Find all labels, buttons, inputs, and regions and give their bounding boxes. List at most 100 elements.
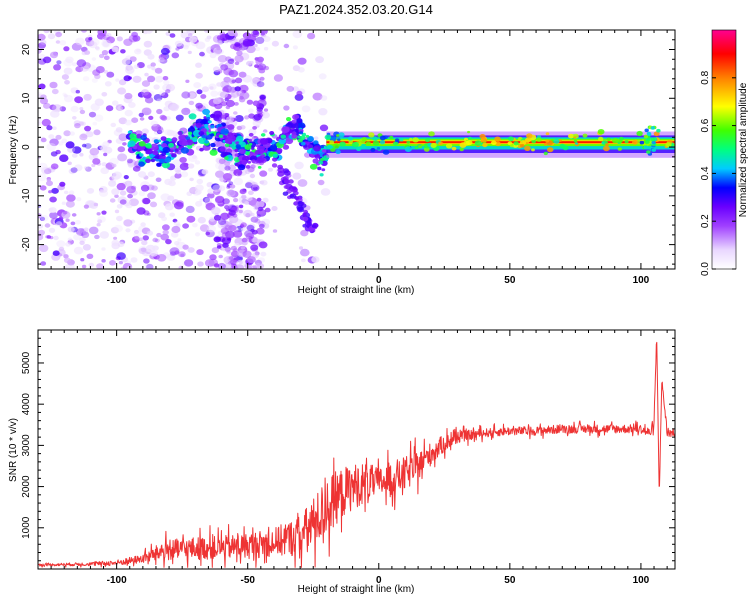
x-tick-label: -50	[240, 575, 255, 586]
heatmap-cell	[459, 147, 464, 152]
heatmap-cell	[192, 129, 202, 137]
heatmap-cell	[650, 137, 655, 142]
heatmap-cell	[665, 142, 672, 148]
heatmap-cell	[227, 58, 235, 64]
heatmap-cell	[234, 264, 245, 269]
heatmap-cell	[215, 157, 223, 164]
heatmap-cell	[97, 216, 106, 223]
heatmap-cell	[482, 142, 488, 148]
heatmap-cell	[162, 224, 170, 231]
heatmap-cell	[228, 181, 234, 185]
heatmap-cell	[273, 74, 283, 82]
heatmap-cell	[58, 216, 64, 221]
heatmap-cell	[222, 198, 230, 205]
heatmap-cell	[145, 138, 150, 142]
heatmap-cell	[156, 98, 162, 103]
heatmap-cell	[336, 134, 340, 137]
heatmap-cell	[254, 64, 259, 68]
heatmap-cell	[509, 144, 514, 148]
heatmap-cell	[190, 108, 197, 114]
heatmap-cell	[252, 79, 261, 87]
heatmap-cell	[98, 144, 106, 150]
spectrogram-y-label: Frequency (Hz)	[8, 116, 19, 185]
heatmap-cell	[297, 67, 305, 73]
heatmap-cell	[108, 180, 117, 187]
heatmap-cell	[65, 56, 74, 64]
heatmap-cell	[56, 60, 62, 65]
heatmap-cell	[320, 95, 328, 101]
heatmap-cell	[138, 237, 144, 242]
heatmap-cell	[241, 227, 246, 232]
heatmap-cell	[63, 254, 69, 259]
heatmap-cell	[208, 83, 217, 91]
heatmap-cell	[207, 192, 215, 199]
heatmap-cell	[213, 236, 222, 243]
heatmap-cell	[50, 163, 59, 170]
heatmap-cell	[319, 124, 329, 132]
heatmap-cell	[162, 229, 169, 235]
heatmap-cell	[217, 119, 222, 124]
heatmap-cell	[255, 46, 261, 52]
heatmap-cell	[653, 131, 660, 137]
heatmap-cell	[282, 191, 289, 196]
heatmap-cell	[294, 93, 304, 101]
heatmap-cell	[165, 83, 176, 92]
heatmap-cell	[142, 197, 151, 205]
heatmap-cell	[127, 140, 136, 147]
heatmap-cell	[297, 206, 305, 213]
heatmap-cell	[246, 237, 253, 243]
heatmap-cell	[161, 161, 171, 169]
heatmap-cell	[138, 141, 146, 147]
heatmap-cell	[76, 59, 87, 67]
heatmap-cell	[248, 142, 253, 146]
heatmap-cell	[91, 163, 96, 168]
heatmap-cell	[228, 224, 237, 232]
heatmap-cell	[129, 198, 139, 207]
heatmap-cell	[159, 158, 166, 164]
heatmap-cell	[248, 190, 254, 196]
heatmap-cell	[155, 75, 164, 83]
heatmap-cell	[300, 248, 310, 257]
heatmap-cell	[164, 129, 173, 136]
heatmap-cell	[109, 157, 119, 166]
heatmap-cell	[204, 259, 215, 267]
heatmap-cell	[249, 77, 259, 85]
heatmap-cell	[199, 147, 204, 152]
heatmap-cell	[44, 168, 52, 175]
heatmap-cell	[117, 105, 123, 111]
heatmap-cell	[573, 136, 577, 139]
heatmap-cell	[636, 130, 643, 137]
heatmap-cell	[126, 185, 136, 194]
heatmap-cell	[56, 240, 66, 248]
heatmap-cell	[38, 162, 48, 171]
heatmap-cell	[237, 172, 242, 176]
heatmap-cell	[318, 160, 324, 165]
heatmap-cell	[216, 35, 223, 40]
heatmap-cell	[79, 109, 86, 115]
heatmap-cell	[291, 119, 297, 124]
heatmap-cell	[209, 52, 217, 59]
chart-title: PAZ1.2024.352.03.20.G14	[279, 2, 433, 17]
heatmap-cell	[221, 231, 231, 239]
heatmap-cell	[90, 38, 100, 46]
heatmap-cell	[259, 170, 268, 177]
heatmap-cell	[256, 227, 265, 235]
heatmap-cell	[158, 53, 167, 61]
heatmap-cell	[101, 162, 107, 167]
heatmap-cell	[531, 139, 537, 144]
heatmap-cell	[188, 92, 196, 99]
heatmap-cell	[169, 251, 176, 257]
heatmap-cell	[256, 197, 262, 202]
heatmap-cell	[50, 110, 60, 118]
heatmap-cell	[297, 57, 307, 65]
heatmap-cell	[259, 76, 265, 81]
heatmap-cell	[80, 258, 85, 262]
heatmap-cell	[147, 192, 156, 200]
heatmap-cell	[238, 209, 243, 214]
x-tick-label: -100	[107, 575, 127, 586]
heatmap-cell	[148, 115, 154, 120]
heatmap-cell	[192, 137, 198, 143]
heatmap-cell	[234, 54, 244, 63]
heatmap-cell	[177, 238, 182, 242]
heatmap-cell	[59, 40, 67, 46]
